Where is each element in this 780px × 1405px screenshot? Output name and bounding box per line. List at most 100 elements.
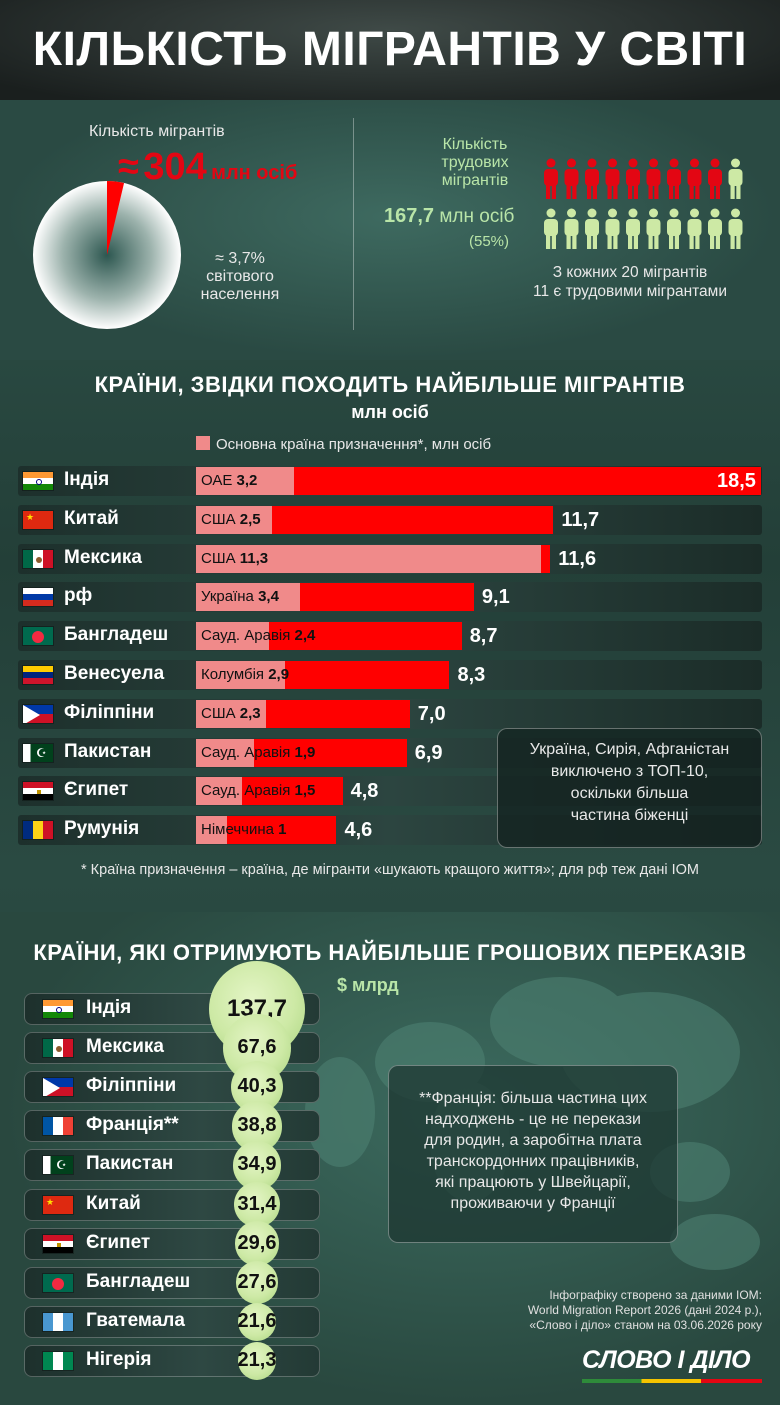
remit-bubble [238,1341,276,1380]
brand-logo-stripe [582,1379,762,1383]
remit-country-label: Нігерія [86,1348,152,1370]
origin-country-label: рф [64,585,93,607]
person-icon-other [708,208,722,249]
remit-country-label: Бангладеш [86,1270,191,1292]
france-note-line3: для родин, а заробітна плата [424,1132,642,1149]
person-icon-labor [687,158,702,199]
destination-label: США 2,5 [201,511,261,528]
france-note-line5: які працюють у Швейцарії, [435,1174,631,1191]
world-share-pie [33,181,181,329]
france-note-line4: транскордонних працівників, [426,1153,640,1170]
origin-bar-destination [196,544,542,573]
destination-value: 1,5 [294,782,316,800]
destination-value: 3,2 [236,472,258,489]
destination-label: Сауд. Аравія 2,4 [201,627,315,644]
destination-country: Колумбія [201,666,269,683]
remit-value-label: 21,6 [237,1309,277,1332]
venezuela-flag-icon [22,665,54,685]
remit-value-label: 38,8 [237,1114,277,1137]
france-note: **Франція: більша частина цих надходжень… [388,1065,678,1243]
france-note-line6: проживаючи у Франції [450,1195,616,1212]
person-icon-other [544,208,558,249]
labor-unit: млн осіб [439,206,515,227]
egypt-flag-icon [22,781,54,802]
bangladesh-flag-icon [42,1272,74,1293]
remit-country-label: Гватемала [86,1309,185,1331]
destination-label: США 11,3 [201,550,268,567]
origin-country-label: Венесуела [64,663,165,684]
destination-value: 2,9 [268,666,290,683]
pakistan-flag-icon: ☪ [42,1155,74,1176]
destination-country: США [201,549,240,567]
origin-value-label: 7,0 [417,702,446,725]
destination-label: Німеччина 1 [201,821,286,838]
remit-bubble [234,1181,280,1228]
destination-label: ОАЕ 3,2 [201,472,257,489]
person-icon-labor [626,158,640,199]
nigeria-flag-icon [42,1350,74,1371]
total-approx: ≈ [118,146,139,188]
france-flag-icon [42,1116,74,1137]
origin-footnote: * Країна призначення – країна, де мігран… [81,862,699,878]
person-icon-labor [708,158,722,199]
destination-value: 1 [278,821,287,839]
person-icon-labor [585,158,599,199]
romania-flag-icon [22,820,54,841]
person-icon-labor [667,158,681,199]
origin-value-label: 8,3 [457,664,486,686]
remit-country-label: Мексика [86,1036,164,1058]
labor-label: Кількість трудових мігрантів [425,136,525,190]
person-icon-other [728,208,743,249]
mexico-flag-icon [22,548,54,569]
destination-value: 3,4 [258,588,279,606]
person-icon-other [605,208,620,249]
china-flag-icon: ★ [22,509,54,530]
remit-country-label: Філіппіни [86,1075,177,1097]
philippines-flag-icon [22,703,54,724]
destination-value: 2,4 [294,627,316,645]
france-note-line1: **Франція: більша частина цих [419,1090,647,1107]
destination-label: Сауд. Аравія 1,5 [201,782,315,799]
destination-value: 11,3 [239,549,269,567]
person-icon-other [728,158,743,199]
origin-title: КРАЇНИ, ЗВІДКИ ПОХОДИТЬ НАЙБІЛЬШЕ МІГРАН… [94,372,686,397]
remit-bubble [235,1261,279,1305]
origin-note-line4: частина біженці [570,807,689,824]
labor-label-line3: мігрантів [441,172,509,189]
credits-line1: Інфографіку створено за даними IOM: [549,1288,762,1302]
remit-bubble [237,1302,276,1341]
remit-value-label: 21,3 [237,1348,277,1371]
legend-label: Основна країна призначення*, млн осіб [216,436,492,453]
origin-value-label: 6,9 [414,741,443,764]
guatemala-flag-icon [42,1311,74,1332]
origin-country-label: Філіппіни [64,701,155,723]
destination-country: Сауд. Аравія [201,782,295,800]
remit-unit: $ млрд [337,975,399,995]
destination-country: ОАЕ [201,472,237,489]
origin-value-label: 4,8 [350,780,379,803]
bangladesh-flag-icon [22,626,54,647]
person-icon-labor [564,158,579,199]
destination-country: Сауд. Аравія [201,743,295,761]
mexico-flag-icon [42,1038,74,1059]
page-title: КІЛЬКІСТЬ МІГРАНТІВ У СВІТІ [32,23,748,76]
origin-value-label: 18,5 [717,470,756,492]
destination-label: Колумбія 2,9 [201,666,289,683]
origin-note: Україна, Сирія, Афганістан виключено з Т… [497,728,762,848]
person-icon-other [626,208,640,249]
world-share-line2: світового [206,268,274,285]
origin-country-label: Бангладеш [64,624,169,646]
origin-country-label: Мексика [64,546,142,568]
origin-country-label: Пакистан [64,740,152,762]
destination-country: Україна [201,588,259,606]
origin-country-label: Румунія [64,818,140,840]
person-icon-other [667,208,681,249]
destination-value: 2,3 [239,704,261,722]
origin-country-label: Єгипет [64,779,129,801]
total-number: 304 [143,146,207,188]
origin-note-line3: оскільки більша [570,785,689,802]
remit-value-label: 67,6 [237,1036,277,1059]
labor-note: З кожних 20 мігрантів 11 є трудовими міг… [505,263,755,301]
remit-country-label: Пакистан [86,1153,174,1175]
origin-note-line1: Україна, Сирія, Афганістан [529,741,730,758]
